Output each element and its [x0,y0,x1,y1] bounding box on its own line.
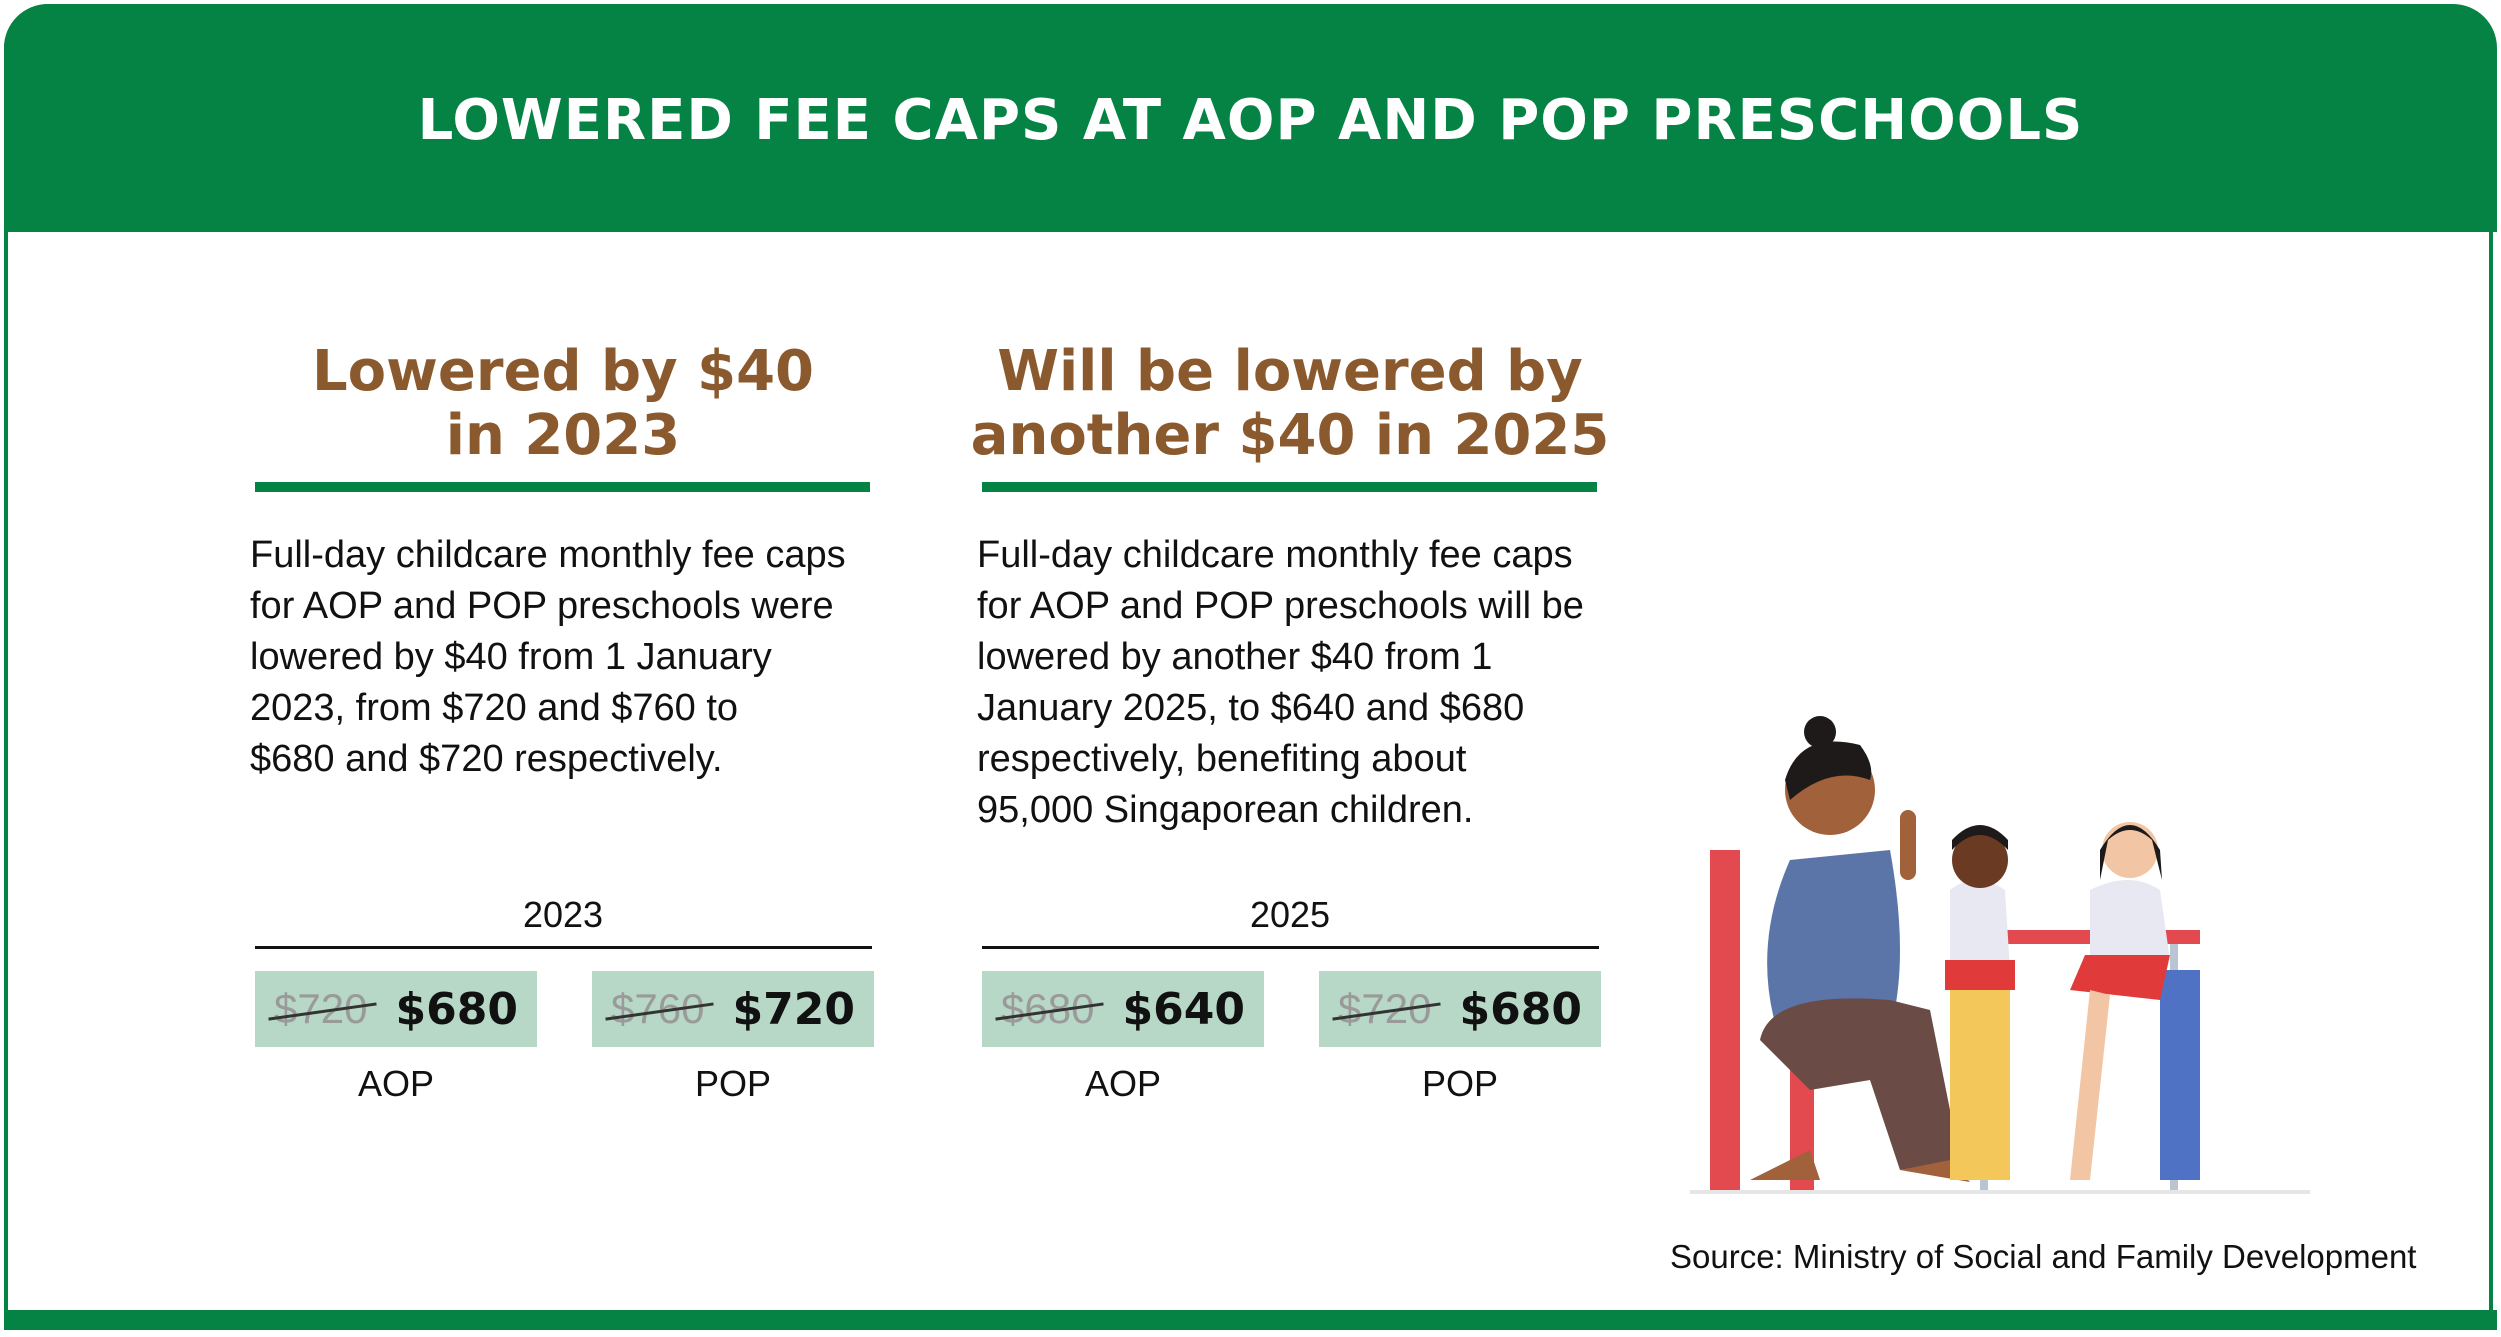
new-fee: $720 [732,983,855,1035]
heading-rule [982,482,1597,492]
heading-rule [255,482,870,492]
body-line: January 2025, to $640 and $680 [977,687,1525,729]
old-fee: $720 [1338,985,1432,1032]
school-type: POP [1421,1063,1499,1104]
new-fee: $680 [395,983,518,1035]
year-label: 2023 [522,894,604,935]
fee-box: $720 $680 [255,971,537,1047]
header [4,4,2497,232]
body-line: respectively, benefiting about [977,738,1467,780]
new-fee: $680 [1459,983,1582,1035]
old-fee: $680 [1001,985,1095,1032]
old-fee: $760 [611,985,705,1032]
school-type: AOP [1084,1063,1162,1104]
fee-box: $680 $640 [982,971,1264,1047]
year-rule [982,946,1599,949]
source: Source: Ministry of Social and Family De… [1670,1238,2417,1275]
fee-box: $720 $680 [1319,971,1601,1047]
school-type: AOP [357,1063,435,1104]
fee-box: $760 $720 [592,971,874,1047]
title: LOWERED FEE CAPS AT AOP AND POP PRESCHOO… [417,88,2084,153]
old-fee: $720 [274,985,368,1032]
body-line: Full-day childcare monthly fee caps [250,534,846,576]
body-line: $680 and $720 respectively. [250,738,723,780]
panel-heading: another $40 in 2025 [970,403,1610,468]
panel-heading: in 2023 [445,403,681,468]
body-line: Full-day childcare monthly fee caps [977,534,1573,576]
body-line: for AOP and POP preschools were [250,585,834,627]
footer-bar [4,1310,2497,1330]
body-line: lowered by $40 from 1 January [250,636,772,678]
year-label: 2025 [1249,894,1331,935]
panel-heading: Will be lowered by [997,339,1583,404]
new-fee: $640 [1122,983,1245,1035]
school-type: POP [694,1063,772,1104]
body-line: 2023, from $720 and $760 to [250,687,739,729]
panel-heading: Lowered by $40 [311,339,815,404]
body-line: lowered by another $40 from 1 [977,636,1493,678]
year-rule [255,946,872,949]
body-line: for AOP and POP preschools will be [977,585,1584,627]
illustration [1690,716,2310,1194]
body-line: 95,000 Singaporean children. [977,789,1474,831]
